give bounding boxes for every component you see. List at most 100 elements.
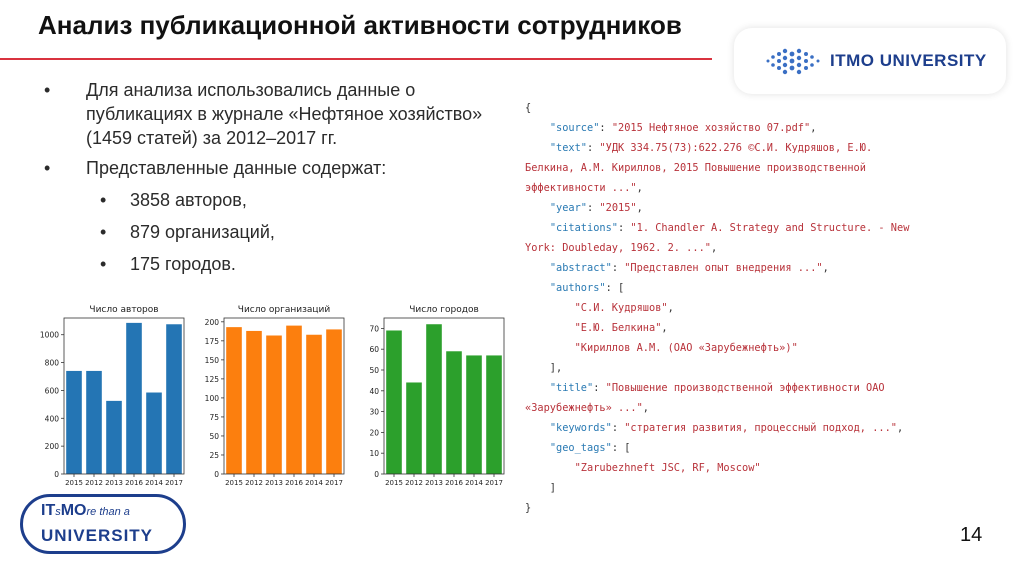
logo-line-2: UNIVERSITY: [41, 526, 154, 545]
y-tick-label: 0: [374, 470, 379, 479]
x-tick-label: 2016: [285, 479, 303, 487]
y-tick-label: 60: [369, 345, 379, 354]
json-key: "abstract": [549, 262, 612, 274]
itmo-logo-text: ITMO UNIVERSITY: [830, 51, 987, 70]
json-punct: [525, 342, 575, 354]
json-line: "geo_tags": [: [525, 438, 1005, 458]
json-line: ]: [525, 478, 1005, 498]
bar: [306, 334, 322, 474]
json-line: эффективности ...",: [525, 178, 1005, 198]
bullet-list: • Для анализа использовались данные о пу…: [44, 78, 504, 276]
bullet-marker: •: [100, 254, 107, 274]
json-line: }: [525, 498, 1005, 518]
title-underline: [0, 58, 712, 60]
bullet-text: Для анализа использовались данные о публ…: [86, 80, 483, 148]
json-punct: ,: [810, 122, 817, 134]
json-line: "source": "2015 Нефтяное хозяйство 07.pd…: [525, 118, 1005, 138]
sub-bullet-text: 879 организаций,: [130, 222, 275, 242]
bar: [486, 355, 502, 474]
json-key: "keywords": [549, 422, 612, 434]
json-line: "С.И. Кудряшов",: [525, 298, 1005, 318]
y-tick-label: 25: [209, 451, 219, 460]
y-tick-label: 50: [369, 366, 379, 375]
json-punct: :: [593, 382, 606, 394]
bar: [446, 351, 462, 474]
chart-cities: Число городов 0 10 20 30 40 50 60 70 2015 2012 2013…: [350, 302, 508, 494]
x-tick-label: 2014: [145, 479, 163, 487]
y-tick-label: 200: [205, 318, 220, 327]
json-punct: [525, 142, 550, 154]
sub-bullet-item: • 879 организаций,: [44, 220, 504, 244]
json-punct: [525, 382, 550, 394]
itmo-logo-top: ITMO UNIVERSITY: [734, 28, 1006, 94]
chart-title: Число организаций: [238, 305, 331, 315]
json-line: ],: [525, 358, 1005, 378]
plot-frame: [223, 317, 345, 475]
bullet-text: Представленные данные содержат:: [86, 158, 387, 178]
x-tick-label: 2012: [405, 479, 423, 487]
bar: [226, 327, 242, 474]
json-line: "citations": "1. Chandler A. Strategy an…: [525, 218, 1005, 238]
x-tick-label: 2015: [65, 479, 83, 487]
sub-bullet-item: • 3858 авторов,: [44, 188, 504, 212]
chart-organizations: Число организаций 0 25 50 75 100 125 150 175 200 2…: [190, 302, 348, 494]
itmo-dots-icon: [766, 48, 820, 75]
bullet-marker: •: [44, 80, 51, 100]
bullet-item: • Представленные данные содержат:: [44, 156, 504, 180]
page-number: 14: [960, 524, 983, 546]
x-tick-label: 2016: [445, 479, 463, 487]
bar: [106, 400, 122, 474]
json-key: "geo_tags": [549, 442, 612, 454]
json-string: "Кириллов А.М. (ОАО «Зарубежнефть»)": [574, 342, 798, 354]
x-tick-label: 2014: [305, 479, 323, 487]
y-tick-label: 20: [369, 428, 379, 437]
json-punct: ]: [525, 482, 556, 494]
bar: [326, 329, 342, 474]
json-string: "Повышение производственной эффективност…: [605, 382, 885, 394]
json-string: "2015": [599, 202, 637, 214]
json-punct: [525, 462, 575, 474]
sub-bullet-text: 3858 авторов,: [130, 190, 247, 210]
json-punct: ],: [525, 362, 563, 374]
y-tick-label: 30: [369, 408, 379, 417]
json-line: "text": "УДК 334.75(73):622.276 ©С.И. Ку…: [525, 138, 1005, 158]
json-key: "text": [549, 142, 588, 154]
y-tick-label: 50: [209, 432, 219, 441]
y-tick-label: 100: [205, 394, 220, 403]
y-tick-label: 1000: [40, 331, 59, 340]
chart-organizations-svg: Число организаций 0 25 50 75 100 125 150 175 200 2…: [205, 305, 345, 487]
chart-cities-svg: Число городов 0 10 20 30 40 50 60 70 2015 2012 2013…: [369, 305, 505, 487]
x-tick-label: 2017: [485, 479, 503, 487]
bar: [286, 325, 302, 474]
logo-mo: MO: [60, 502, 87, 519]
bar: [66, 370, 82, 474]
json-string: "стратегия развития, процессный подход, …: [624, 422, 897, 434]
json-line: {: [525, 98, 1005, 118]
plot-frame: [63, 317, 185, 475]
json-punct: ,: [667, 302, 674, 314]
bar: [426, 324, 442, 474]
json-punct: ,: [822, 262, 829, 274]
x-tick-label: 2017: [165, 479, 183, 487]
logo-more-than: re than a: [86, 506, 130, 518]
y-tick-label: 10: [369, 449, 379, 458]
bullet-marker: •: [100, 222, 107, 242]
bar: [86, 370, 102, 474]
json-punct: ,: [642, 402, 649, 414]
json-punct: }: [525, 502, 532, 514]
bar: [466, 355, 482, 474]
y-tick-label: 75: [209, 413, 219, 422]
json-line: "Zarubezhneft JSC, RF, Moscow": [525, 458, 1005, 478]
bar: [406, 382, 422, 474]
json-string: эффективности ...": [525, 182, 637, 194]
y-tick-label: 40: [369, 387, 379, 396]
x-tick-label: 2013: [425, 479, 443, 487]
json-string: "УДК 334.75(73):622.276 ©С.И. Кудряшов, …: [599, 142, 873, 154]
json-punct: [525, 262, 550, 274]
json-string: "С.И. Кудряшов": [574, 302, 668, 314]
json-punct: [525, 222, 550, 234]
x-tick-label: 2014: [465, 479, 483, 487]
x-tick-label: 2016: [125, 479, 143, 487]
bar: [386, 330, 402, 474]
